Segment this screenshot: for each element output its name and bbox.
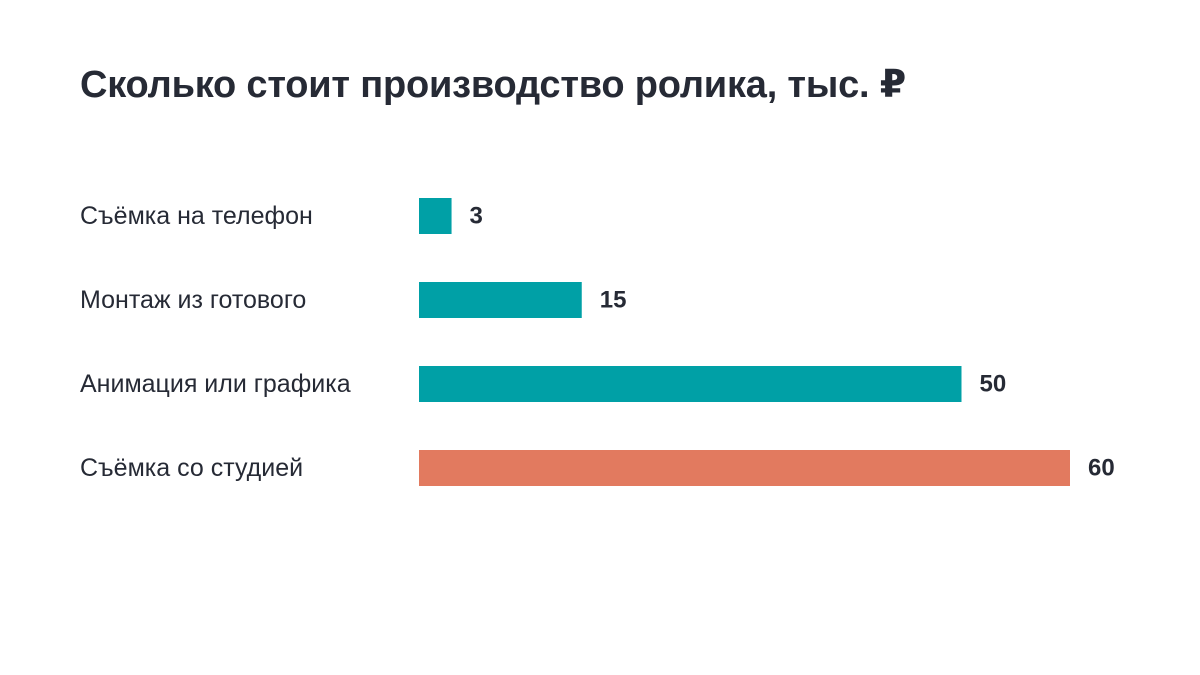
category-label: Анимация или графика bbox=[80, 370, 351, 398]
value-label: 3 bbox=[470, 203, 483, 230]
value-label: 15 bbox=[600, 287, 627, 314]
bar bbox=[419, 282, 582, 318]
category-label: Съёмка на телефон bbox=[80, 202, 313, 230]
value-label: 60 bbox=[1088, 455, 1115, 482]
bar bbox=[419, 198, 452, 234]
category-labels: Съёмка на телефон Монтаж из готового Анима… bbox=[80, 202, 351, 482]
category-label: Съёмка со студией bbox=[80, 454, 303, 482]
value-labels: 3 15 50 60 bbox=[470, 203, 1115, 482]
chart-title: Сколько стоит производство ролика, тыс. … bbox=[80, 64, 906, 106]
bar bbox=[419, 450, 1070, 486]
bar bbox=[419, 366, 962, 402]
bars bbox=[419, 198, 1070, 486]
value-label: 50 bbox=[980, 371, 1007, 398]
category-label: Монтаж из готового bbox=[80, 286, 306, 314]
